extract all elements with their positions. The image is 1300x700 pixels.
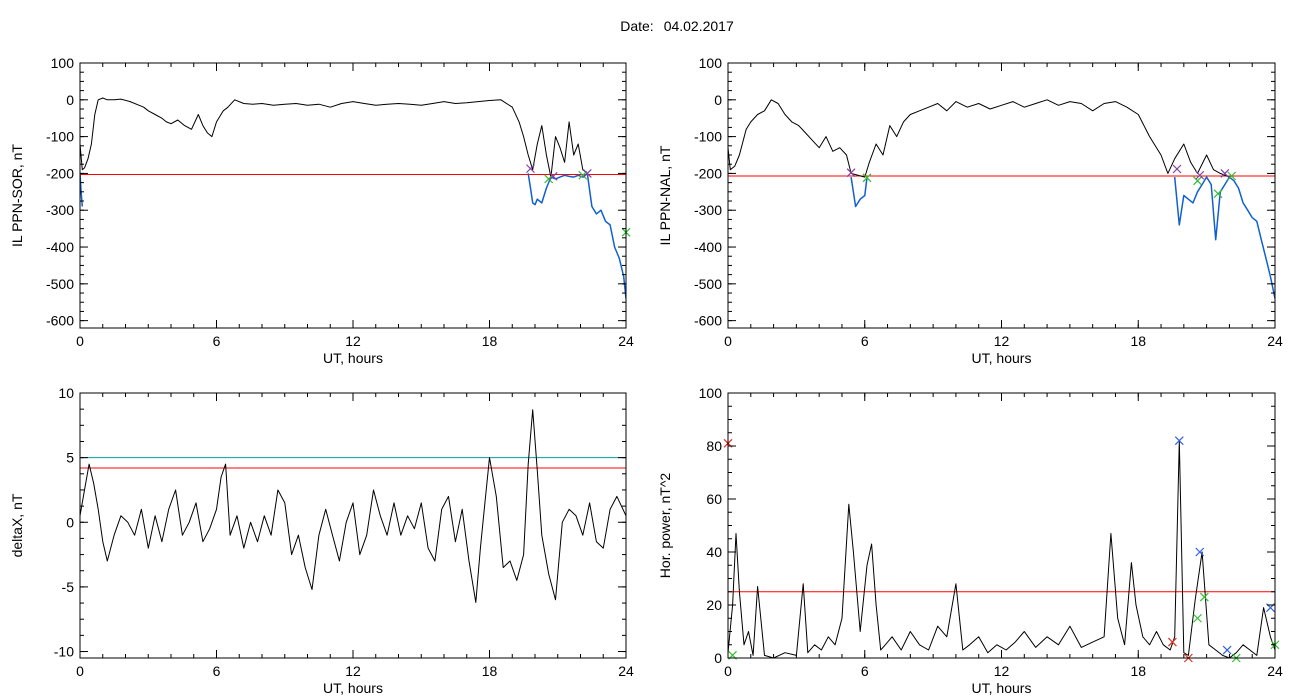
x-axis-label: UT, hours bbox=[972, 680, 1032, 696]
x-tick-label: 24 bbox=[1267, 663, 1283, 679]
chart-panel-bottom-right: 0 6 12 18 24 100 80 60 40 20 0 UT, hours Hor. power,… bbox=[657, 385, 1283, 696]
y-tick-label: -300 bbox=[694, 202, 722, 218]
marker-7 bbox=[1227, 171, 1237, 181]
x-axis-label: UT, hours bbox=[323, 680, 383, 696]
y-tick-label: -400 bbox=[694, 239, 722, 255]
x-tick-label: 0 bbox=[76, 333, 84, 349]
y-axis-label: IL PPN-NAL, nT bbox=[657, 145, 673, 245]
chart-panel-bottom-left: 0 6 12 18 24 10 5 0 -5 -10 UT, hours deltaX, nT bbox=[9, 385, 634, 696]
marker-5 bbox=[1213, 189, 1223, 199]
y-tick-label: -500 bbox=[46, 276, 74, 292]
marker-1 bbox=[544, 174, 554, 184]
page-title: Date: 04.02.2017 bbox=[0, 18, 1300, 34]
marker-1 bbox=[862, 173, 872, 183]
marker-4 bbox=[1195, 170, 1205, 180]
x-tick-label: 18 bbox=[1130, 333, 1146, 349]
series-line-0 bbox=[80, 409, 626, 603]
marker-3 bbox=[1193, 176, 1202, 186]
x-tick-label: 6 bbox=[861, 663, 869, 679]
series-line-1 bbox=[850, 176, 1275, 299]
marker-6 bbox=[1193, 613, 1202, 623]
marker-6 bbox=[1220, 168, 1230, 178]
y-tick-label: -400 bbox=[46, 239, 74, 255]
series-line-1 bbox=[80, 172, 626, 299]
y-tick-label: 0 bbox=[714, 92, 722, 108]
x-tick-label: 6 bbox=[861, 333, 869, 349]
y-tick-label: 0 bbox=[66, 514, 74, 530]
plot-area bbox=[728, 440, 1275, 658]
y-tick-label: -5 bbox=[62, 579, 75, 595]
x-axis-label: UT, hours bbox=[972, 350, 1032, 366]
y-tick-label: -100 bbox=[694, 129, 722, 145]
chart-panel-top-right: 0 6 12 18 24 100 0 -100 -200 -300 -400 -500 -600 UT, … bbox=[657, 55, 1283, 366]
y-axis-label: IL PPN-SOR, nT bbox=[9, 144, 25, 247]
y-tick-label: -600 bbox=[694, 313, 722, 329]
y-tick-label: 10 bbox=[58, 385, 74, 401]
chart-panel-top-left: 0 6 12 18 24 100 0 -100 -200 -300 -400 -500 -600 UT, … bbox=[9, 55, 634, 366]
plot-area bbox=[728, 99, 1275, 299]
marker-2 bbox=[1168, 637, 1177, 647]
x-axis-label: UT, hours bbox=[323, 350, 383, 366]
marker-8 bbox=[1222, 645, 1232, 655]
marker-3 bbox=[1174, 436, 1184, 446]
plot-frame bbox=[79, 392, 627, 659]
series-line-0 bbox=[728, 99, 1230, 178]
y-tick-label: 100 bbox=[699, 55, 723, 71]
marker-0 bbox=[526, 164, 535, 174]
series-line-0 bbox=[728, 440, 1275, 658]
date-label: Date: bbox=[620, 18, 654, 34]
x-tick-label: 12 bbox=[345, 663, 361, 679]
x-tick-label: 12 bbox=[994, 333, 1010, 349]
marker-0 bbox=[846, 168, 856, 178]
y-tick-label: 60 bbox=[706, 491, 722, 507]
plot-area bbox=[80, 409, 626, 603]
marker-4 bbox=[582, 168, 592, 178]
x-tick-label: 0 bbox=[76, 663, 84, 679]
x-tick-label: 18 bbox=[482, 663, 498, 679]
y-tick-label: -600 bbox=[46, 313, 74, 329]
y-tick-label: -200 bbox=[694, 165, 722, 181]
y-tick-label: 100 bbox=[51, 55, 75, 71]
y-axis-label: deltaX, nT bbox=[9, 493, 25, 557]
x-tick-label: 24 bbox=[618, 663, 634, 679]
x-tick-label: 0 bbox=[724, 663, 732, 679]
marker-7 bbox=[1199, 592, 1209, 602]
y-tick-label: -10 bbox=[54, 644, 74, 660]
y-tick-label: 0 bbox=[66, 92, 74, 108]
y-tick-label: 100 bbox=[699, 385, 723, 401]
y-tick-label: 20 bbox=[706, 597, 722, 613]
marker-2 bbox=[548, 171, 558, 181]
marker-2 bbox=[1172, 164, 1182, 174]
plot-area bbox=[80, 97, 626, 299]
series-line-0 bbox=[80, 97, 588, 178]
x-tick-label: 12 bbox=[345, 333, 361, 349]
plot-frame bbox=[727, 62, 1276, 329]
x-tick-label: 0 bbox=[724, 333, 732, 349]
x-tick-label: 6 bbox=[213, 663, 221, 679]
y-tick-label: -100 bbox=[46, 129, 74, 145]
x-tick-label: 6 bbox=[213, 333, 221, 349]
y-tick-label: 5 bbox=[66, 450, 74, 466]
date-value: 04.02.2017 bbox=[663, 18, 734, 34]
marker-3 bbox=[578, 170, 588, 180]
x-tick-label: 24 bbox=[618, 333, 634, 349]
x-tick-label: 18 bbox=[1130, 663, 1146, 679]
y-tick-label: 80 bbox=[706, 438, 722, 454]
y-tick-label: -300 bbox=[46, 202, 74, 218]
y-tick-label: -500 bbox=[694, 276, 722, 292]
y-tick-label: -200 bbox=[46, 165, 74, 181]
x-tick-label: 24 bbox=[1267, 333, 1283, 349]
x-tick-label: 12 bbox=[994, 663, 1010, 679]
y-tick-label: 0 bbox=[714, 650, 722, 666]
y-axis-label: Hor. power, nT^2 bbox=[657, 473, 673, 579]
marker-5 bbox=[1195, 547, 1205, 557]
x-tick-label: 18 bbox=[482, 333, 498, 349]
y-tick-label: 40 bbox=[706, 544, 722, 560]
